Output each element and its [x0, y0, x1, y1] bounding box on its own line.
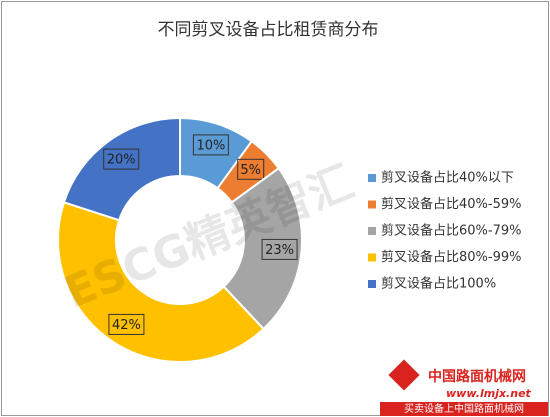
legend-swatch — [368, 200, 376, 209]
logo: 中国路面机械网 www.lmjx.net — [388, 359, 532, 400]
data-label-box — [261, 238, 298, 260]
logo-name: 中国路面机械网 — [428, 368, 526, 385]
chart-title: 不同剪叉设备占比租赁商分布 — [158, 20, 379, 40]
legend-label: 剪叉设备占比40%-59% — [381, 196, 521, 212]
data-label: 10% — [196, 138, 225, 153]
data-label-box — [237, 158, 265, 180]
legend-label: 剪叉设备占比80%-99% — [381, 249, 521, 265]
donut: 10% 5% 23% 42% 20% — [57, 116, 303, 363]
legend-swatch — [368, 253, 376, 262]
data-label: 5% — [240, 163, 261, 178]
legend-swatch — [368, 227, 376, 235]
data-label-box — [192, 134, 229, 156]
logo-icon — [388, 359, 420, 391]
slogan-bg — [380, 402, 548, 416]
legend-label: 剪叉设备占比40%以下 — [381, 170, 514, 186]
data-label: 42% — [112, 318, 141, 333]
data-label: 23% — [265, 243, 294, 258]
legend-swatch — [368, 174, 376, 182]
donut-slice — [222, 166, 303, 331]
legend-label: 剪叉设备占比60%-79% — [381, 223, 521, 239]
data-label-box — [103, 148, 140, 170]
data-label: 20% — [107, 153, 136, 168]
legend-label: 剪叉设备占比100% — [381, 276, 496, 292]
logo-url: www.lmjx.net — [446, 387, 532, 400]
slogan: 买卖设备上中国路面机械网 — [404, 402, 524, 415]
legend-swatch — [368, 280, 376, 288]
data-label-box — [108, 313, 145, 335]
